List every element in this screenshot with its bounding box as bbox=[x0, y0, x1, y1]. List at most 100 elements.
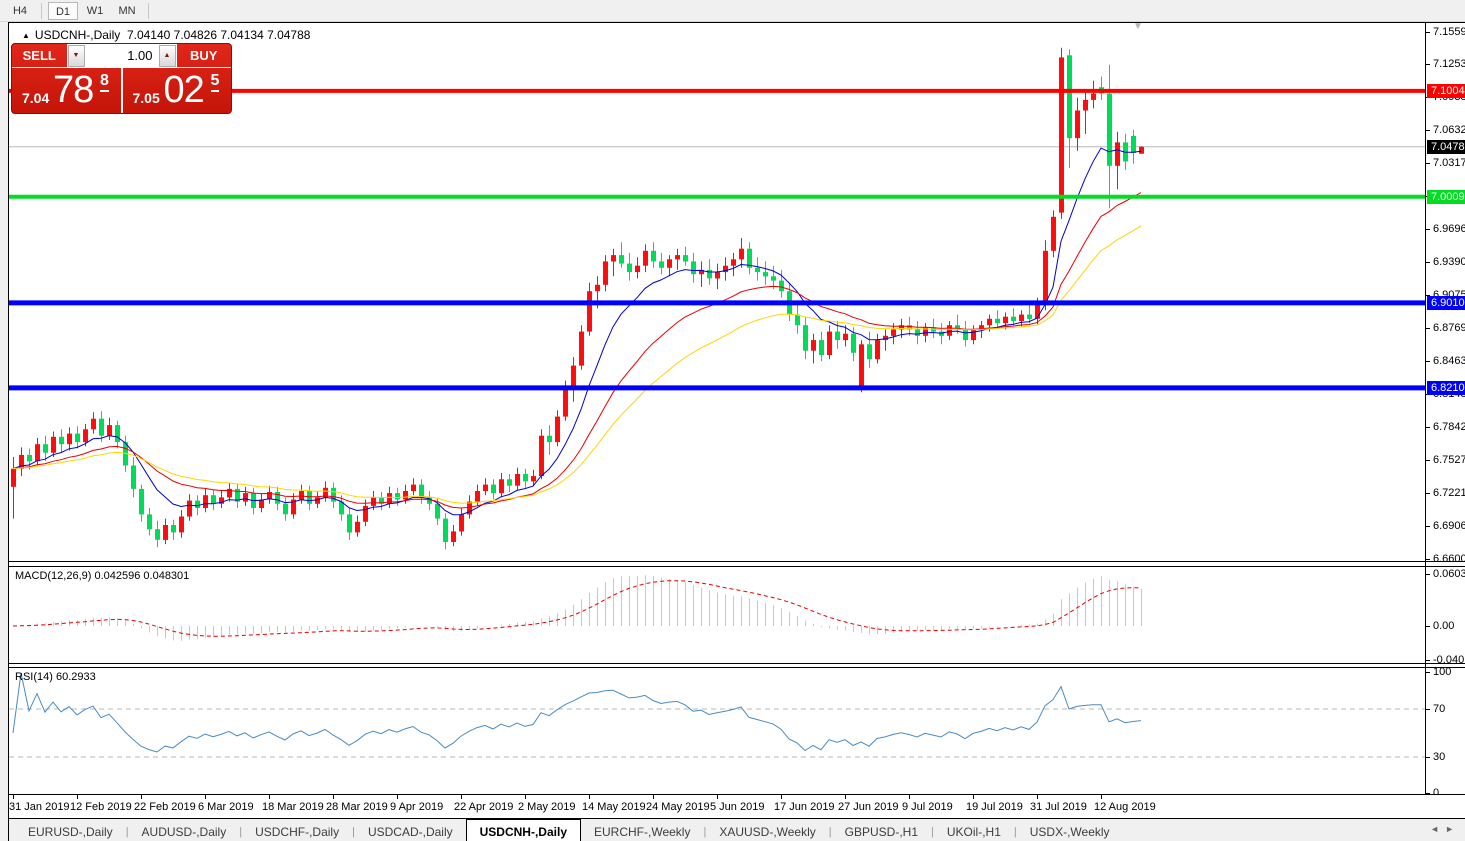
sell-price-pips: 78 bbox=[53, 69, 94, 111]
autoscroll-marker-icon[interactable]: ▼ bbox=[1133, 21, 1143, 32]
macd-axis[interactable]: 0.0603430.00-0.040136 bbox=[1426, 567, 1465, 666]
volume-increase-icon[interactable]: ▲ bbox=[158, 45, 176, 67]
tab-scroll-right-icon[interactable]: ► bbox=[1445, 824, 1460, 834]
panel-splitter[interactable] bbox=[9, 561, 1465, 567]
candle-body bbox=[523, 474, 528, 482]
rsi-axis[interactable]: 100 70 30 0 bbox=[1426, 666, 1465, 799]
sell-button[interactable]: SELL bbox=[12, 44, 67, 68]
date-axis-tick bbox=[205, 795, 206, 799]
date-axis-tick bbox=[717, 795, 718, 799]
candle-body bbox=[107, 425, 112, 436]
candle-body bbox=[611, 255, 616, 262]
chart-tab-xauusd[interactable]: XAUUSD-,Weekly bbox=[719, 825, 816, 839]
candle-body bbox=[979, 325, 984, 330]
buy-button[interactable]: BUY bbox=[176, 44, 231, 68]
macd-axis-tick: 0.00 bbox=[1426, 620, 1465, 633]
candle-body bbox=[851, 333, 856, 353]
price-axis[interactable]: 7.155907.125307.093807.063207.031707.001… bbox=[1426, 23, 1465, 565]
tab-separator: | bbox=[239, 826, 243, 838]
price-badge: 7.00092 bbox=[1427, 190, 1465, 204]
price-axis-tick: 6.84630 bbox=[1426, 355, 1465, 368]
chart-tab-gbpusd[interactable]: GBPUSD-,H1 bbox=[844, 825, 918, 839]
candlestick-plot[interactable] bbox=[9, 23, 1425, 561]
sell-price-display[interactable]: 7.04 78 8 bbox=[12, 68, 122, 113]
candle-body bbox=[563, 389, 568, 417]
chart-tab-eurusd[interactable]: EURUSD-,Daily bbox=[28, 825, 113, 839]
panel-splitter[interactable] bbox=[9, 663, 1465, 668]
candle-body bbox=[67, 433, 72, 445]
date-axis-tick bbox=[909, 795, 910, 799]
date-axis[interactable]: 31 Jan 2019 12 Feb 2019 22 Feb 2019 6 Mar 2… bbox=[9, 794, 1465, 818]
candle-body bbox=[115, 425, 120, 443]
chart-tab-eurchf[interactable]: EURCHF-,Weekly bbox=[594, 825, 691, 839]
candle-body bbox=[819, 340, 824, 355]
date-label: 27 Jun 2019 bbox=[838, 801, 899, 813]
tab-scroll-left-icon[interactable]: ◄ bbox=[1430, 824, 1446, 834]
candle-body bbox=[803, 325, 808, 351]
candle-body bbox=[739, 248, 744, 260]
chart-tab-audusd[interactable]: AUDUSD-,Daily bbox=[141, 825, 227, 839]
candle-body bbox=[91, 418, 96, 430]
rsi-plot bbox=[9, 672, 1425, 758]
candle-body bbox=[859, 344, 864, 387]
candle-body bbox=[619, 255, 624, 264]
macd-label: MACD(12,26,9) 0.042596 0.048301 bbox=[15, 570, 190, 582]
candle-body bbox=[291, 499, 296, 515]
date-axis-tick bbox=[1101, 795, 1102, 799]
candle-body bbox=[587, 291, 592, 332]
date-axis-tick bbox=[269, 795, 270, 799]
candle-body bbox=[963, 329, 968, 341]
collapse-triangle-icon[interactable]: ▲ bbox=[22, 31, 30, 40]
candle-body bbox=[187, 500, 192, 517]
date-axis-tick bbox=[653, 795, 654, 799]
chart-tab-usdchf[interactable]: USDCHF-,Daily bbox=[255, 825, 340, 839]
candle-body bbox=[763, 272, 768, 277]
chart-window: ▲ USDCNH-,Daily 7.04140 7.04826 7.04134 7… bbox=[8, 21, 1465, 841]
candle-body bbox=[971, 329, 976, 341]
candle-body bbox=[379, 497, 384, 504]
candle-body bbox=[243, 493, 248, 502]
tab-scroll-arrows: ◄► bbox=[1430, 824, 1460, 834]
chart-tab-usdcnh[interactable]: USDCNH-,Daily bbox=[465, 819, 581, 841]
candle-body bbox=[683, 255, 688, 262]
price-axis-tick: 6.93900 bbox=[1426, 256, 1465, 269]
chart-tab-ukoil[interactable]: UKOil-,H1 bbox=[946, 825, 1001, 839]
buy-price-display[interactable]: 7.05 02 5 bbox=[121, 68, 232, 113]
candle-body bbox=[811, 340, 816, 351]
candle-body bbox=[395, 493, 400, 500]
price-axis-tick: 7.15590 bbox=[1426, 26, 1465, 39]
candle-body bbox=[995, 318, 1000, 324]
candle-body bbox=[195, 500, 200, 508]
candle-body bbox=[427, 497, 432, 504]
timeframe-button-w1[interactable]: W1 bbox=[86, 4, 104, 17]
buy-price-fraction: 5 bbox=[210, 72, 220, 92]
candle-body bbox=[171, 525, 176, 533]
price-axis-tick: 6.69060 bbox=[1426, 520, 1465, 533]
volume-decrease-icon[interactable]: ▼ bbox=[67, 45, 85, 67]
macd-panel[interactable]: MACD(12,26,9) 0.042596 0.048301 0.060343… bbox=[9, 567, 1465, 666]
price-chart-panel[interactable]: ▲ USDCNH-,Daily 7.04140 7.04826 7.04134 7… bbox=[9, 21, 1465, 565]
candle-body bbox=[1083, 99, 1088, 111]
price-badge: 7.10044 bbox=[1427, 84, 1465, 98]
chart-tab-usdx[interactable]: USDX-,Weekly bbox=[1029, 825, 1110, 839]
chart-tab-usdcad[interactable]: USDCAD-,Daily bbox=[367, 825, 453, 839]
date-axis-tick bbox=[397, 795, 398, 799]
candle-body bbox=[1091, 93, 1096, 100]
ohlc-values: 7.04140 7.04826 7.04134 7.04788 bbox=[126, 28, 311, 42]
date-label: 31 Jan 2019 bbox=[9, 801, 70, 813]
rsi-label: RSI(14) 60.2933 bbox=[15, 671, 96, 683]
timeframe-button-d1[interactable]: D1 bbox=[48, 1, 78, 20]
candle-body bbox=[99, 418, 104, 436]
candle-body bbox=[419, 484, 424, 498]
date-label: 2 May 2019 bbox=[518, 801, 576, 813]
timeframe-button-mn[interactable]: MN bbox=[118, 4, 136, 17]
volume-input[interactable]: 1.00 bbox=[84, 45, 159, 67]
timeframe-button-h4[interactable]: H4 bbox=[12, 4, 28, 17]
candle-body bbox=[595, 284, 600, 292]
candle-body bbox=[491, 484, 496, 494]
date-label: 19 Jul 2019 bbox=[966, 801, 1023, 813]
candle-body bbox=[363, 505, 368, 522]
buy-price-pips: 02 bbox=[163, 69, 205, 111]
candle-body bbox=[283, 503, 288, 515]
rsi-panel[interactable]: RSI(14) 60.2933 100 70 30 0 bbox=[9, 666, 1465, 799]
